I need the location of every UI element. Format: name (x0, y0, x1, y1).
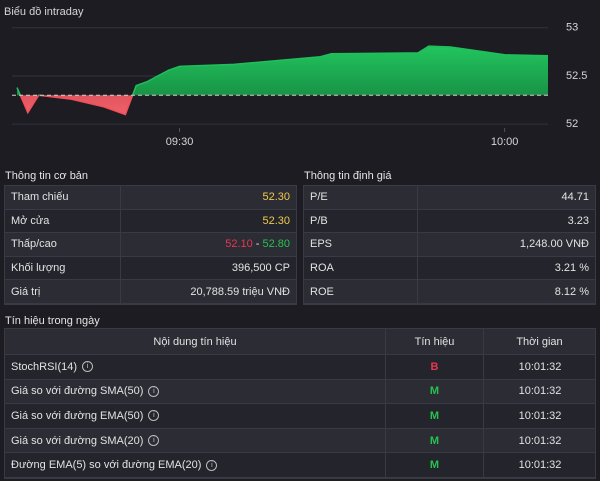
signal-cell: M (386, 453, 484, 477)
signal-cell: M (386, 428, 484, 453)
high-value: 52.80 (262, 238, 290, 251)
value-text: 20,788.59 triệu VNĐ (190, 285, 290, 298)
row-value: 3.21 % (418, 257, 595, 280)
row-value: 52.30 (121, 210, 296, 233)
table-row: ROE 8.12 % (304, 280, 595, 304)
signal-time: 10:01:32 (518, 360, 562, 373)
signal-name-cell: Giá so với đường SMA(20) i (5, 428, 386, 453)
signal-cell: M (386, 404, 484, 428)
table-row: EPS 1,248.00 VNĐ (304, 233, 595, 257)
table-row: Giá so với đường EMA(50) i M 10:01:32 (5, 404, 595, 429)
table-row: P/B 3.23 (304, 209, 595, 234)
header-cell: Tín hiệu (386, 329, 484, 354)
signal-time: 10:01:32 (518, 385, 562, 398)
row-value: 52.30 (121, 186, 296, 209)
signal-time: 10:01:32 (518, 434, 562, 447)
signal-value: M (429, 409, 440, 422)
y-tick-label: 52 (566, 118, 578, 130)
row-label: Tham chiếu (5, 186, 121, 209)
table-row: StochRSI(14) i B 10:01:32 (5, 355, 595, 380)
table-row: Giá so với đường SMA(20) i M 10:01:32 (5, 428, 595, 454)
signal-name-cell: Đường EMA(5) so với đường EMA(20) i (5, 453, 386, 477)
signal-name-cell: StochRSI(14) i (5, 355, 386, 379)
value-text: 8.12 % (554, 285, 589, 298)
line-down (19, 95, 134, 116)
row-label: Giá trị (5, 280, 121, 303)
table-row: ROA 3.21 % (304, 256, 595, 281)
signal-name-cell: Giá so với đường SMA(50) i (5, 379, 386, 404)
area-down (17, 95, 548, 115)
low-value: 52.10 (225, 238, 253, 251)
value-text: 1,248.00 VNĐ (519, 238, 589, 251)
signal-name-cell: Giá so với đường EMA(50) i (5, 404, 386, 428)
header-cell: Thời gian (484, 329, 596, 354)
row-label: ROE (304, 280, 418, 303)
row-label: EPS (304, 233, 418, 256)
row-value: 44.71 (418, 186, 595, 209)
header-cell: Nội dung tín hiệu (5, 329, 386, 354)
separator: - (255, 238, 260, 251)
info-icon: i (206, 459, 218, 471)
table-row: P/E 44.71 (304, 186, 595, 210)
info-icon: i (148, 385, 160, 397)
value-text: 396,500 CP (231, 262, 290, 275)
valuation-table: P/E 44.71 P/B 3.23 EPS 1,248.00 VNĐ ROA 3.21 % R… (303, 185, 596, 305)
row-value: 1,248.00 VNĐ (418, 233, 595, 256)
basic-info-table: Tham chiếu 52.30 Mở cửa 52.30 Thấp/cao 52.10-… (4, 185, 297, 305)
table-row: Mở cửa 52.30 (5, 209, 296, 234)
row-label: Mở cửa (5, 209, 121, 233)
x-tick-label: 09:30 (166, 136, 194, 148)
table-row: Giá so với đường SMA(50) i M 10:01:32 (5, 379, 595, 405)
intraday-chart: Biểu đồ intraday 52 52.5 53 09:30 10:00 (4, 6, 587, 148)
row-label: ROA (304, 256, 418, 280)
x-tick-label: 10:00 (491, 136, 519, 148)
row-label: P/E (304, 186, 418, 209)
signal-name: Giá so với đường SMA(20) (11, 434, 144, 447)
row-value: 396,500 CP (121, 257, 296, 280)
signal-time: 10:01:32 (518, 459, 562, 472)
value-text: 52.30 (262, 191, 290, 204)
value-text: 52.30 (262, 214, 290, 227)
signal-cell: B (386, 355, 484, 379)
info-icon: i (82, 361, 94, 373)
signal-value: M (429, 459, 440, 472)
value-text: 3.21 % (554, 262, 589, 275)
signal-value: M (429, 385, 440, 398)
signals-table: Nội dung tín hiệu Tín hiệu Thời gian StochR… (4, 328, 596, 479)
signal-value: B (430, 360, 439, 373)
row-value: 52.10-52.80 (121, 233, 296, 256)
signal-name: Giá so với đường EMA(50) (11, 409, 144, 422)
table-row: Tham chiếu 52.30 (5, 186, 296, 210)
info-icon: i (148, 410, 160, 422)
table-row: Đường EMA(5) so với đường EMA(20) i M 10:01… (5, 453, 595, 478)
row-value: 3.23 (418, 210, 595, 233)
row-label: Thấp/cao (5, 233, 121, 256)
section-title: Tín hiệu trong ngày (5, 315, 100, 327)
signal-time: 10:01:32 (518, 409, 562, 422)
section-title: Thông tin định giá (304, 170, 392, 182)
signal-value: M (429, 434, 440, 447)
table-row: Giá trị 20,788.59 triệu VNĐ (5, 280, 296, 304)
line-up (16, 45, 549, 96)
row-label: P/B (304, 209, 418, 233)
section-title: Thông tin cơ bản (5, 170, 89, 182)
table-header: Nội dung tín hiệu Tín hiệu Thời gian (5, 329, 596, 355)
value-text: 3.23 (567, 214, 589, 227)
row-value: 8.12 % (418, 280, 595, 303)
area-up (17, 46, 548, 96)
value-text: 44.71 (561, 191, 589, 204)
signal-name: Đường EMA(5) so với đường EMA(20) (11, 459, 202, 472)
row-value: 20,788.59 triệu VNĐ (121, 280, 296, 303)
signal-name: Giá so với đường SMA(50) (11, 385, 144, 398)
row-label: Khối lượng (5, 256, 121, 280)
y-tick-label: 52.5 (566, 70, 587, 82)
y-tick-label: 53 (566, 22, 578, 34)
info-icon: i (148, 435, 160, 447)
signal-cell: M (386, 379, 484, 404)
table-row: Khối lượng 396,500 CP (5, 256, 296, 281)
signal-name: StochRSI(14) (11, 360, 78, 373)
chart-title: Biểu đồ intraday (4, 6, 84, 18)
table-row: Thấp/cao 52.10-52.80 (5, 233, 296, 257)
